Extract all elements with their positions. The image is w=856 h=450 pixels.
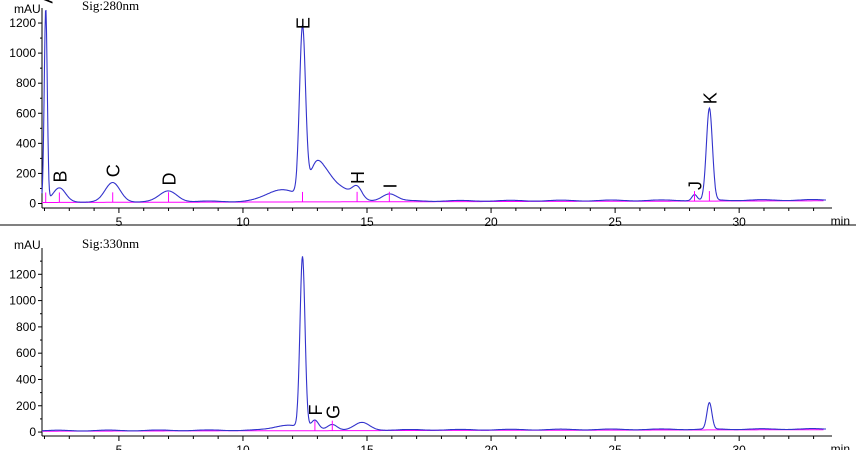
y-axis-unit: mAU — [14, 2, 41, 16]
signal-label: Sig:330nm — [82, 236, 139, 251]
x-tick-label: 15 — [360, 443, 374, 450]
y-tick-label: 800 — [16, 76, 36, 90]
peak-label-I: I — [380, 183, 400, 188]
y-tick-label: 1200 — [9, 16, 36, 30]
x-tick-label: 25 — [608, 443, 622, 450]
peak-label-B: B — [50, 170, 70, 182]
y-tick-label: 1000 — [9, 294, 36, 308]
x-tick-label: 5 — [116, 443, 123, 450]
y-tick-label: 1200 — [9, 267, 36, 281]
y-tick-label: 200 — [16, 399, 36, 413]
x-tick-label: 25 — [608, 215, 622, 229]
y-tick-label: 600 — [16, 106, 36, 120]
peak-label-D: D — [160, 172, 180, 185]
chromatogram-panel-330nm: 0 200 400 600 800 1000 1200 5 10 15 20 25 30 mAU min Si… — [0, 224, 856, 450]
x-tick-label: 30 — [732, 215, 746, 229]
peak-label-J: J — [686, 181, 706, 190]
x-tick-label: 15 — [360, 215, 374, 229]
y-tick-label: 1000 — [9, 46, 36, 60]
peak-label-G: G — [323, 405, 343, 419]
x-axis-unit: min — [831, 442, 850, 450]
y-tick-label: 0 — [29, 425, 36, 439]
x-tick-label: 10 — [236, 215, 250, 229]
x-tick-label: 30 — [732, 443, 746, 450]
peak-label-F: F — [306, 405, 326, 416]
y-tick-label: 400 — [16, 136, 36, 150]
x-axis-unit: min — [831, 214, 850, 228]
signal-trace — [42, 256, 826, 432]
y-tick-label: 400 — [16, 372, 36, 386]
x-tick-label: 10 — [236, 443, 250, 450]
signal-label: Sig:280nm — [82, 0, 139, 13]
peak-label-C: C — [104, 164, 124, 177]
x-tick-label: 20 — [484, 215, 498, 229]
peak-label-H: H — [348, 171, 368, 184]
y-tick-label: 800 — [16, 320, 36, 334]
y-axis-unit: mAU — [14, 238, 41, 252]
x-tick-label: 20 — [484, 443, 498, 450]
peak-label-E: E — [294, 17, 314, 29]
signal-trace — [41, 9, 826, 203]
chromatogram-panel-280nm: 0 200 400 600 800 1000 1200 5 10 15 20 25 30 mAU min Si… — [9, 0, 850, 229]
peak-label-A: A — [37, 0, 57, 4]
y-tick-label: 200 — [16, 166, 36, 180]
y-tick-label: 0 — [29, 196, 36, 210]
y-tick-label: 600 — [16, 346, 36, 360]
x-tick-label: 5 — [116, 215, 123, 229]
peak-label-K: K — [700, 92, 720, 104]
